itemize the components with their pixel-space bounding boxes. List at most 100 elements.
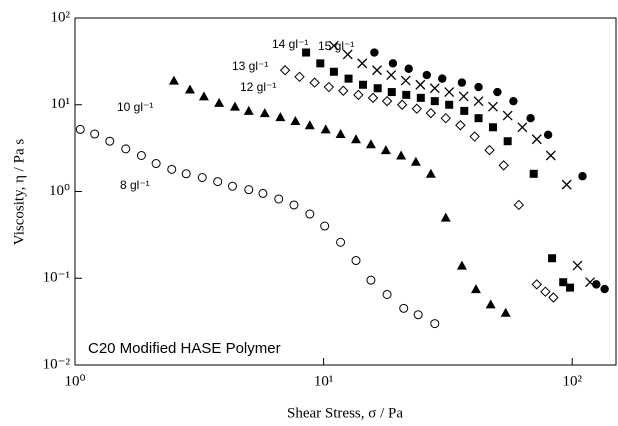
point	[399, 303, 409, 313]
point	[430, 319, 440, 329]
point	[529, 169, 538, 178]
point	[302, 48, 311, 57]
point	[566, 283, 575, 292]
point	[229, 101, 240, 111]
point	[502, 110, 513, 121]
point	[404, 64, 413, 73]
point	[457, 78, 467, 87]
point	[422, 70, 431, 80]
point	[425, 168, 436, 178]
point	[396, 150, 407, 160]
point	[458, 91, 469, 102]
point	[500, 307, 511, 317]
point	[167, 164, 177, 174]
point	[259, 108, 270, 118]
point	[274, 194, 284, 204]
point	[304, 120, 315, 130]
series-label: 14 gl⁻¹	[272, 37, 308, 51]
point	[548, 254, 557, 263]
point	[430, 97, 439, 106]
point	[370, 48, 379, 57]
point	[503, 137, 512, 146]
point	[367, 92, 379, 104]
annotation: C20 Modified HASE Polymer	[88, 340, 281, 357]
point	[410, 156, 421, 166]
series-label: 8 gl⁻¹	[120, 178, 150, 192]
point	[531, 134, 542, 145]
point	[353, 89, 364, 101]
point	[517, 122, 528, 133]
point	[474, 82, 483, 92]
point	[543, 130, 553, 140]
y-tick-label: 10⁰	[49, 183, 70, 199]
point	[351, 134, 362, 144]
point	[548, 292, 559, 303]
point	[498, 160, 509, 171]
y-tick-label: 10¹	[51, 96, 71, 112]
point	[572, 260, 583, 271]
point	[396, 99, 408, 110]
y-tick-label: 10⁻¹	[43, 270, 70, 286]
point	[336, 237, 346, 247]
point	[244, 185, 254, 195]
point	[320, 124, 331, 134]
y-tick-label: 10²	[51, 9, 71, 25]
point	[365, 139, 376, 149]
point	[445, 100, 454, 109]
point	[578, 172, 587, 181]
point	[328, 40, 339, 51]
point	[344, 74, 353, 83]
point	[470, 284, 481, 294]
point	[181, 169, 191, 179]
series-label: 15 gl⁻¹	[318, 39, 354, 53]
point	[372, 65, 382, 76]
point	[90, 129, 100, 139]
x-tick-label: 10⁰	[64, 373, 85, 389]
point	[289, 200, 299, 210]
point	[488, 123, 497, 132]
point	[440, 212, 451, 222]
point	[540, 286, 551, 297]
point	[75, 124, 85, 134]
point	[386, 70, 397, 81]
annotation-box	[81, 336, 345, 360]
point	[455, 120, 466, 131]
point	[402, 90, 411, 99]
point	[309, 77, 320, 88]
point	[121, 144, 131, 154]
point	[373, 84, 382, 93]
point	[413, 310, 423, 320]
point	[438, 74, 447, 83]
point	[320, 221, 330, 231]
point	[105, 136, 115, 146]
x-tick-label: 10¹	[314, 373, 334, 389]
y-tick-label: 10⁻²	[43, 356, 71, 372]
point	[387, 88, 396, 97]
point	[380, 145, 391, 155]
point	[335, 129, 346, 139]
point	[415, 79, 426, 90]
point	[366, 275, 376, 285]
point	[294, 71, 305, 83]
point	[484, 144, 495, 156]
point	[323, 81, 335, 93]
point	[136, 151, 146, 161]
x-axis-label: Shear Stress, σ / Pa	[287, 405, 403, 421]
point	[474, 114, 483, 123]
point	[338, 85, 349, 96]
point	[493, 87, 502, 97]
point	[440, 112, 451, 124]
point	[513, 199, 525, 211]
point	[545, 150, 556, 161]
point	[381, 95, 393, 107]
series-label: 10 gl⁻¹	[117, 100, 153, 114]
point	[351, 256, 361, 266]
point	[258, 188, 268, 198]
point	[561, 179, 572, 190]
point	[316, 59, 325, 68]
x-tick-label: 10²	[562, 373, 582, 389]
y-axis-label: Viscosity, η / Pa s	[11, 139, 27, 246]
point	[357, 58, 368, 69]
point	[290, 115, 301, 125]
